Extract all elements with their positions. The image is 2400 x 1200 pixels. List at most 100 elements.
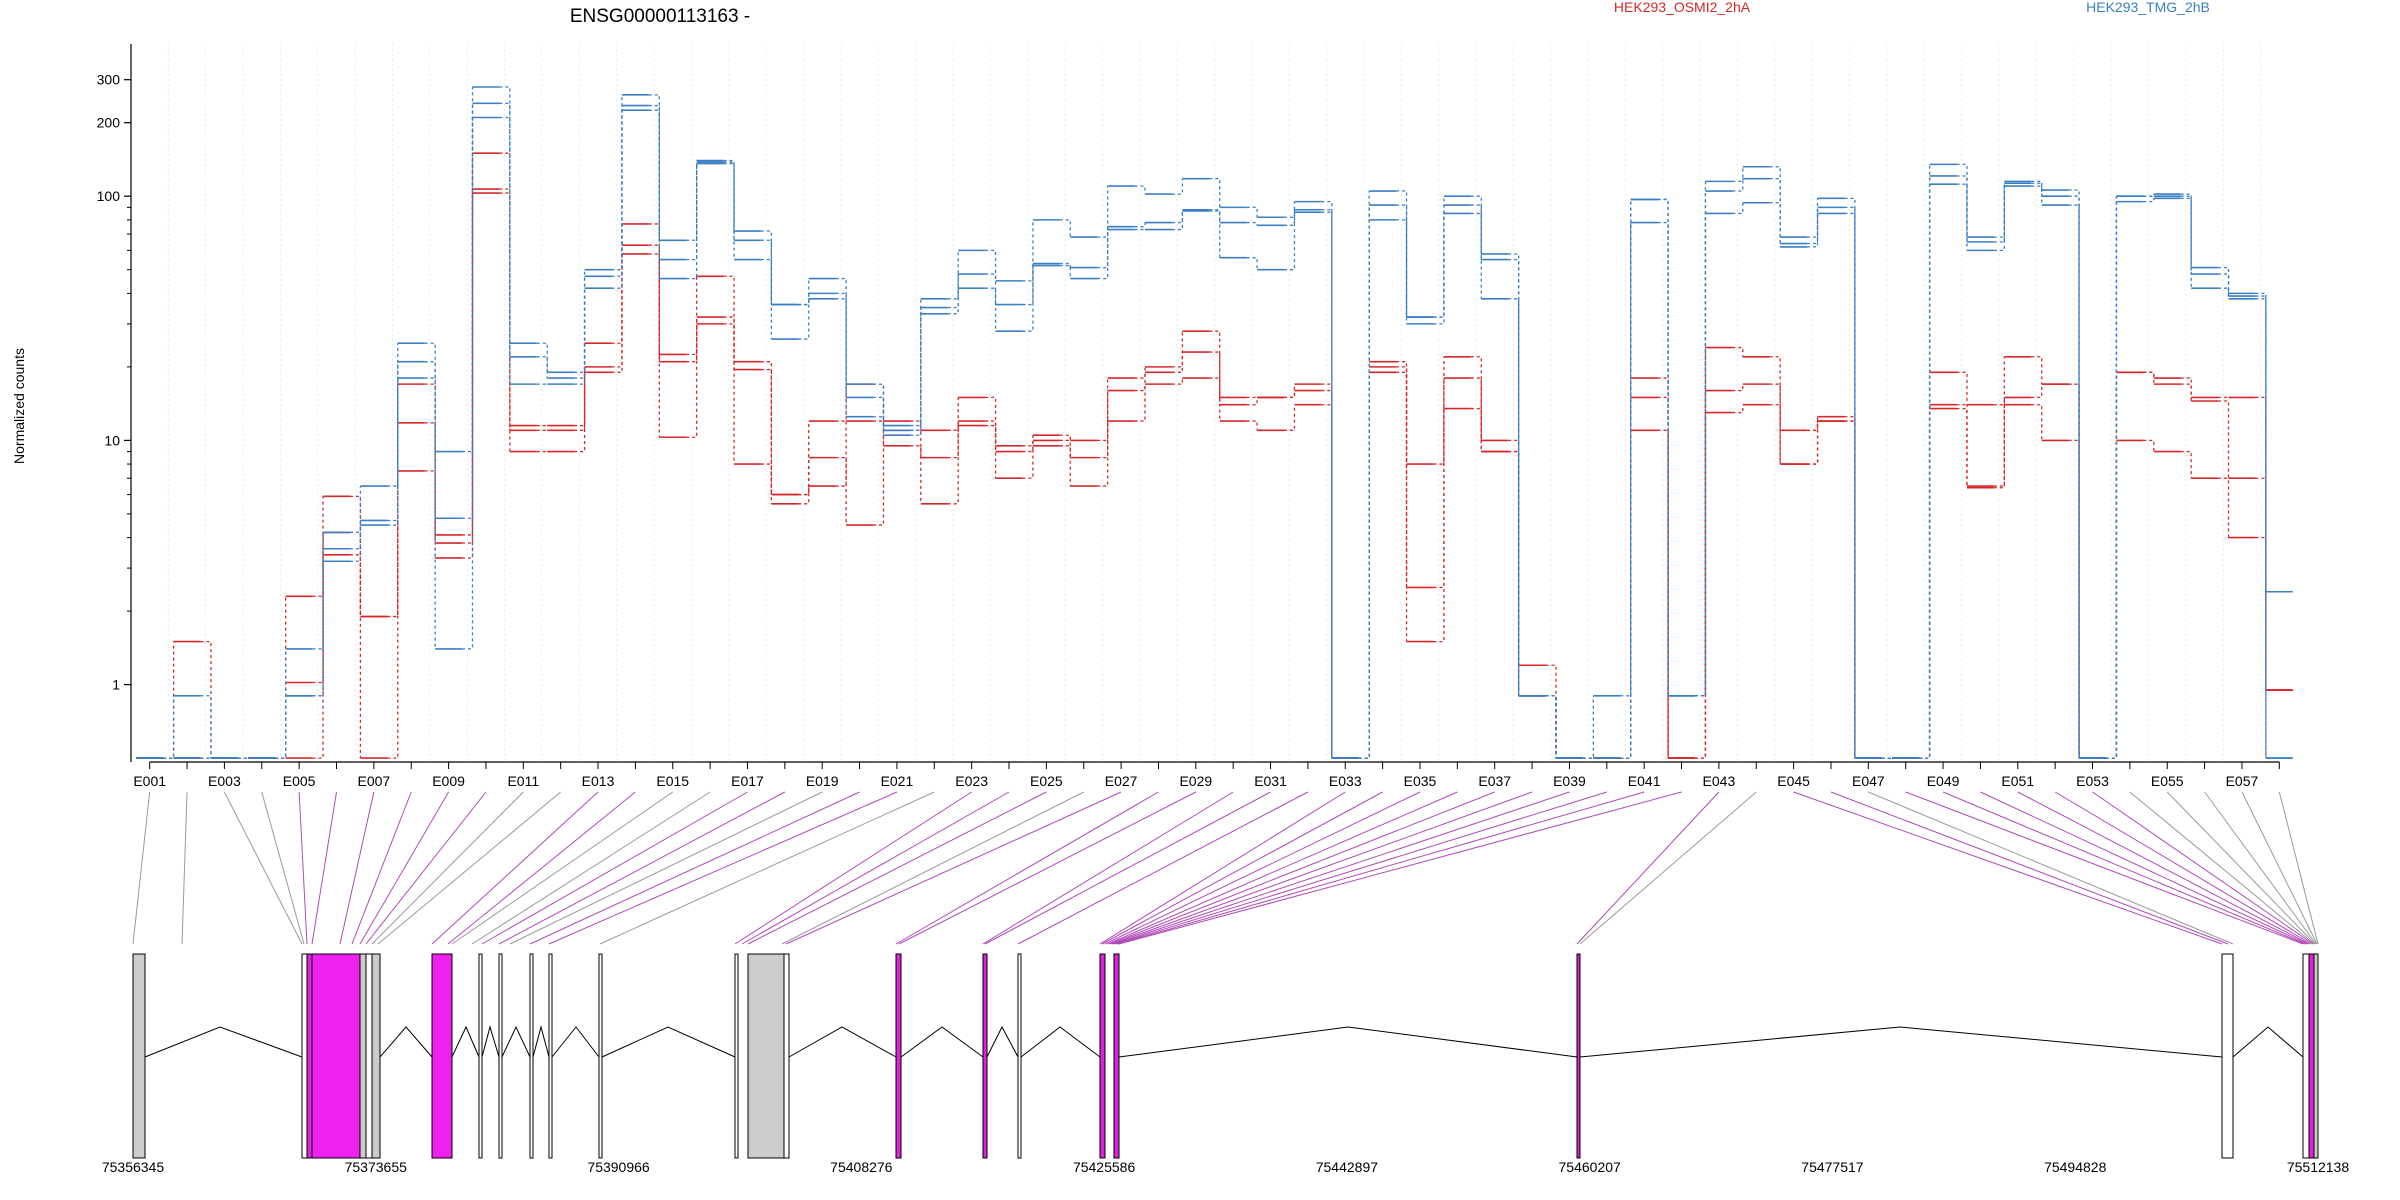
exon-connector — [1109, 791, 1495, 945]
exon-box — [1576, 953, 1581, 1159]
exon-connector — [785, 791, 1122, 945]
exon-connector — [1980, 791, 2308, 945]
gene-model: 75356345 75373655 75390966 75408276 75425586… — [102, 953, 2350, 1175]
exon-connector-lines — [132, 791, 2319, 945]
series-4 — [136, 86, 2293, 759]
x-tick-label: E011 — [507, 773, 539, 789]
exon-connector — [447, 791, 636, 945]
x-tick-label: E035 — [1404, 773, 1437, 789]
exon-box — [982, 953, 988, 1159]
exon-connector — [1111, 791, 1533, 945]
exon-connector — [1113, 791, 1570, 945]
exon-connector — [1104, 791, 1421, 945]
exon-connector — [781, 791, 1084, 945]
exon-connector — [895, 791, 1159, 945]
exon-box — [431, 953, 453, 1159]
x-tick-label: E019 — [806, 773, 839, 789]
exon-connector — [2092, 791, 2314, 945]
exon-connector — [1099, 791, 1346, 945]
x-tick-label: E027 — [1105, 773, 1138, 789]
exon-connector — [1942, 791, 2306, 945]
genomic-coordinate-label: 75477517 — [1801, 1159, 1864, 1175]
exon-box — [1017, 953, 1022, 1159]
x-tick-label: E005 — [283, 773, 316, 789]
exon-connector — [599, 791, 935, 945]
y-tick-label: 100 — [97, 188, 121, 204]
intron-line — [788, 1026, 897, 1058]
series-transition — [163, 86, 2267, 759]
y-tick-label: 10 — [104, 432, 120, 448]
x-tick-label: E037 — [1478, 773, 1511, 789]
intron-line — [900, 1026, 984, 1058]
exon-connector — [2129, 791, 2315, 945]
exon-connector — [982, 791, 1234, 945]
chart-title: ENSG00000113163 - — [570, 6, 750, 27]
y-axis-label: Normalized counts — [11, 348, 27, 464]
exon-box — [371, 953, 381, 1159]
exon-connector — [365, 791, 487, 945]
genomic-coordinate-label: 75390966 — [587, 1159, 650, 1175]
x-tick-label: E013 — [582, 773, 615, 789]
intron-line — [2232, 1026, 2304, 1058]
x-tick-label: E047 — [1852, 773, 1885, 789]
exon-box — [478, 953, 483, 1159]
exon-box — [365, 953, 373, 1159]
exon-connector — [1579, 791, 1757, 945]
x-tick-label: E007 — [358, 773, 391, 789]
exon-connector — [2241, 791, 2318, 945]
x-tick-label: E055 — [2151, 773, 2184, 789]
x-tick-label: E041 — [1628, 773, 1661, 789]
exon-box — [2221, 953, 2234, 1159]
exon-connector — [2166, 791, 2316, 945]
legend-label-osmi2: HEK293_OSMI2_2hA — [1614, 0, 1751, 15]
exon-box — [747, 953, 785, 1159]
exon-box — [548, 953, 553, 1159]
exon-box — [734, 953, 739, 1159]
genomic-coordinate-label: 75494828 — [2044, 1159, 2107, 1175]
x-tick-label: E045 — [1777, 773, 1810, 789]
exon-box — [2302, 953, 2310, 1159]
intron-line — [601, 1026, 736, 1058]
exon-connector — [2017, 791, 2310, 945]
series-lines — [136, 86, 2293, 759]
exon-box — [895, 953, 902, 1159]
intron-line — [551, 1026, 600, 1058]
exon-connector — [498, 791, 786, 945]
genomic-coordinate-label: 75408276 — [830, 1159, 893, 1175]
x-tick-label: E001 — [133, 773, 166, 789]
exon-box — [132, 953, 146, 1159]
exon-box — [1099, 953, 1106, 1159]
y-tick-label: 200 — [97, 115, 121, 131]
x-tick-label: E031 — [1254, 773, 1287, 789]
exon-connector — [351, 791, 412, 945]
exon-connector — [1576, 791, 1720, 945]
exon-box — [311, 953, 361, 1159]
exon-connector — [1868, 791, 2234, 945]
series-6 — [136, 109, 2293, 759]
genomic-coordinate-label: 75512138 — [2287, 1159, 2350, 1175]
exon-connector — [1118, 791, 1682, 945]
x-tick-label: E029 — [1179, 773, 1212, 789]
genomic-coordinate-label: 75425586 — [1073, 1159, 1136, 1175]
exon-box — [598, 953, 603, 1159]
intron-line — [144, 1026, 303, 1058]
exon-connector — [1115, 791, 1607, 945]
exon-connector — [509, 791, 823, 945]
x-tick-label: E051 — [2001, 773, 2034, 789]
exon-connector — [1107, 791, 1458, 945]
exon-box — [529, 953, 534, 1159]
exon-connector — [223, 791, 303, 945]
intron-line — [532, 1025, 550, 1058]
exon-connector — [431, 791, 599, 945]
exon-connector — [481, 791, 748, 945]
exon-box — [498, 953, 503, 1159]
exon-connector — [1793, 791, 2223, 945]
x-tick-label: E021 — [881, 773, 914, 789]
exon-connector — [1101, 791, 1383, 945]
genomic-coordinate-label: 75373655 — [345, 1159, 408, 1175]
exon-connector — [339, 791, 375, 945]
exon-connector — [298, 791, 308, 945]
exon-connector — [1905, 791, 2304, 945]
exon-connector — [2204, 791, 2317, 945]
